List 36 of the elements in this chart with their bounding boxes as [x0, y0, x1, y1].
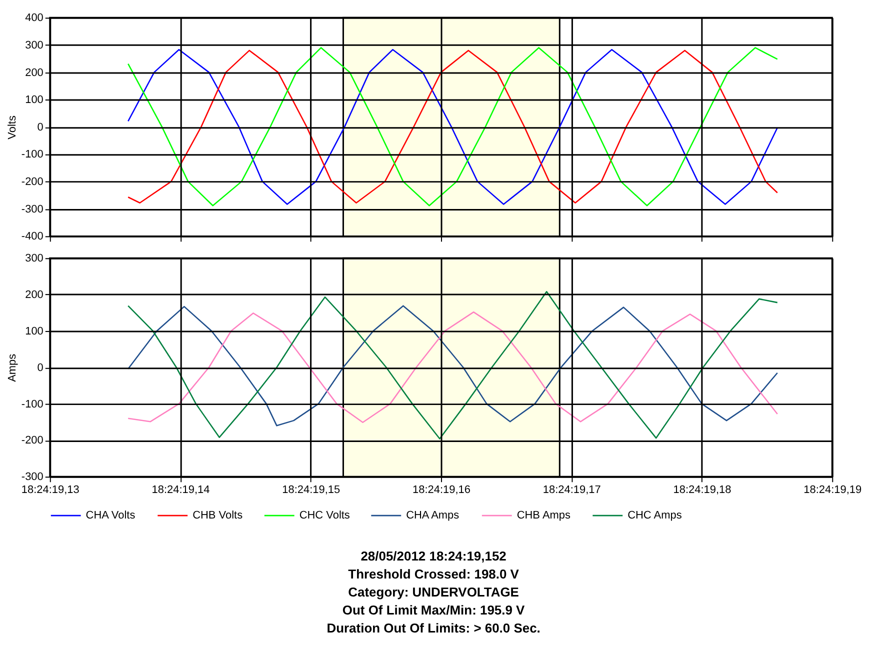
x-tick-label: 18:24:19,19	[804, 484, 862, 496]
y-tick-label: 400	[25, 12, 44, 24]
text: Duration Out Of Limits: > 60.0 Sec.	[326, 620, 540, 636]
y-tick-label: -200	[21, 434, 44, 447]
y-tick-label: 0	[37, 121, 44, 134]
y-tick-label: -200	[21, 176, 44, 188]
y-tick-label: 100	[25, 94, 44, 106]
text: Out Of Limit Max/Min: 195.9 V	[342, 602, 526, 618]
y-axis-title: Amps	[6, 353, 18, 382]
y-tick-label: 200	[25, 289, 44, 302]
text: Threshold Crossed: 198.0 V	[348, 566, 520, 582]
x-tick-label: 18:24:19,13	[21, 484, 80, 496]
x-tick-label: 18:24:19,15	[282, 484, 340, 496]
y-tick-label: 300	[25, 252, 44, 265]
y-tick-label: 0	[37, 362, 44, 374]
y-tick-label: -100	[21, 148, 44, 161]
text: Category: UNDERVOLTAGE	[348, 584, 520, 600]
y-tick-label: 200	[25, 66, 44, 79]
y-tick-label: -100	[21, 398, 44, 410]
legend-label: CHA Amps	[406, 510, 460, 522]
legend-label: CHC Amps	[628, 510, 682, 522]
x-tick-label: 18:24:19,18	[673, 484, 732, 496]
text: 28/05/2012 18:24:19,152	[360, 548, 506, 564]
x-tick-label: 18:24:19,16	[412, 484, 470, 496]
y-tick-label: -300	[21, 471, 44, 484]
legend-label: CHB Volts	[192, 510, 244, 522]
y-tick-label: -400	[21, 230, 44, 243]
legend-label: CHA Volts	[86, 510, 136, 522]
y-axis-title: Volts	[6, 115, 18, 140]
legend-label: CHC Volts	[299, 510, 350, 522]
y-tick-label: 100	[25, 325, 44, 338]
legend-label: CHB Amps	[516, 510, 571, 522]
y-tick-label: -300	[21, 203, 44, 216]
y-tick-label: 300	[25, 39, 44, 52]
x-tick-label: 18:24:19,14	[152, 484, 210, 496]
x-tick-label: 18:24:19,17	[542, 484, 601, 496]
